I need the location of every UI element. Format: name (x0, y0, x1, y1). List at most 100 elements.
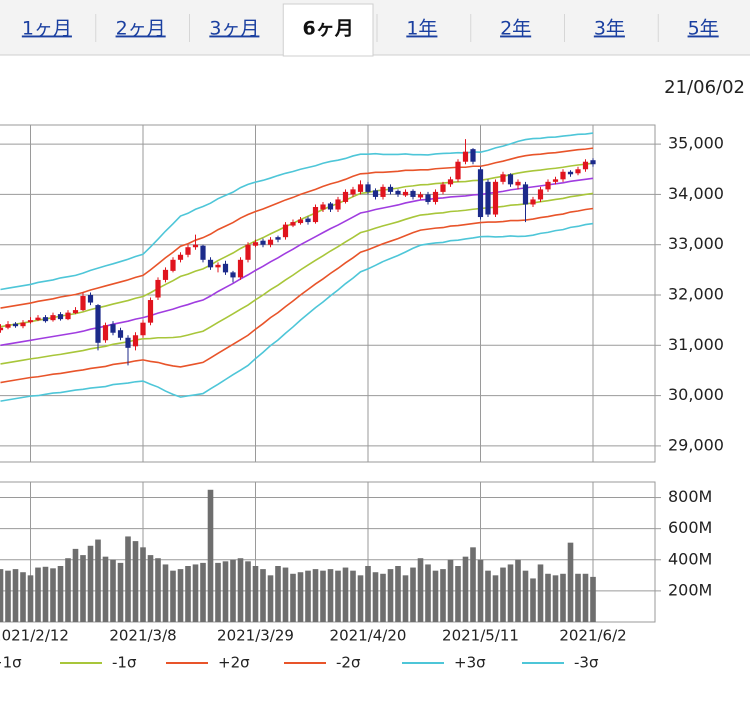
candle-body (320, 204, 326, 210)
volume-bar (80, 555, 86, 622)
candle-body (447, 179, 454, 185)
volume-bar (567, 542, 574, 622)
candle-body (155, 279, 161, 298)
volume-bar (402, 575, 409, 622)
volume-tick-label: 400M (668, 549, 712, 568)
candle-body (27, 320, 34, 323)
candle-body (185, 247, 191, 255)
volume-bar (575, 573, 581, 622)
candle-body (222, 263, 229, 273)
candle-body (102, 325, 109, 341)
candle-body (417, 194, 424, 198)
candle-body (260, 240, 266, 245)
candle-body (95, 305, 101, 343)
volume-bar (87, 545, 94, 622)
candle-body (5, 324, 11, 328)
volume-bar (35, 567, 41, 622)
tab[interactable]: 6ヶ月 (303, 18, 354, 40)
volume-bar (477, 559, 484, 622)
volume-bar (447, 559, 454, 622)
volume-bar (387, 569, 394, 622)
volume-bar (95, 539, 101, 622)
candle-body (395, 190, 401, 195)
volume-bar (110, 559, 116, 622)
candle-body (530, 199, 536, 205)
candle-body (372, 190, 379, 197)
candle-body (275, 237, 281, 240)
candle-body (215, 264, 221, 268)
candle-body (477, 169, 484, 218)
tab[interactable]: 3ヶ月 (209, 18, 259, 40)
volume-bar (102, 556, 109, 622)
x-tick-label: 2021/5/11 (442, 627, 519, 645)
candle-body (507, 174, 514, 185)
candle-body (147, 300, 154, 323)
band-line (0, 147, 594, 309)
volume-bar (522, 570, 529, 622)
candle-body (267, 239, 274, 245)
candle-body (125, 337, 131, 348)
volume-bar (20, 572, 26, 622)
volume-bar (432, 570, 439, 622)
volume-bar (552, 575, 559, 622)
y-tick-label: 32,000 (668, 285, 724, 304)
volume-bar (12, 569, 19, 622)
candle-body (492, 181, 499, 215)
tab[interactable]: 5年 (688, 18, 719, 40)
volume-bar (147, 555, 154, 622)
volume-bar (500, 567, 506, 622)
tab[interactable]: 1ヶ月 (22, 18, 72, 40)
candle-body (245, 244, 251, 260)
candle-body (335, 199, 341, 210)
candle-body (42, 317, 49, 322)
volume-bar (275, 566, 281, 622)
candle-body (170, 259, 176, 271)
volume-bar (560, 573, 566, 622)
volume-panel (0, 481, 656, 623)
y-tick-label: 29,000 (668, 435, 724, 454)
tab[interactable]: 2年 (500, 18, 531, 40)
x-tick-label: 2021/4/20 (330, 627, 407, 645)
candle-body (50, 315, 56, 321)
candle-body (207, 259, 214, 268)
volume-bar (5, 570, 11, 622)
tab[interactable]: 1年 (406, 18, 437, 40)
candle-body (35, 317, 41, 321)
volume-bar (207, 489, 214, 622)
volume-bar (155, 558, 161, 622)
candle-body (65, 312, 71, 320)
band-line (0, 192, 594, 365)
volume-bar (132, 541, 139, 622)
legend-label: +2σ (218, 654, 250, 672)
legend-label: +1σ (0, 654, 22, 672)
legend-label: -1σ (112, 654, 137, 672)
candle-body (305, 218, 311, 223)
candle-body (192, 244, 199, 248)
candle-body (12, 323, 19, 327)
candle-body (282, 224, 289, 238)
volume-bar (372, 572, 379, 622)
volume-bar (365, 566, 371, 622)
volume-bar (170, 570, 176, 622)
candle-body (327, 203, 334, 210)
candle-body (117, 330, 124, 338)
tab[interactable]: 3年 (594, 18, 625, 40)
volume-bar (177, 569, 184, 622)
candle-body (200, 245, 206, 260)
candle-body (290, 222, 296, 226)
volume-bar (530, 578, 536, 622)
candle-body (522, 184, 529, 205)
tab[interactable]: 2ヶ月 (116, 18, 166, 40)
candle-body (402, 191, 409, 196)
candle-body (470, 149, 476, 162)
volume-bar (252, 566, 259, 622)
candle-body (410, 190, 416, 197)
legend-label: -3σ (574, 654, 599, 672)
candle-body (567, 171, 574, 175)
candle-body (387, 186, 394, 192)
volume-bar (335, 570, 341, 622)
candle-body (440, 184, 446, 192)
candle-body (560, 171, 566, 180)
volume-bar (260, 569, 266, 622)
